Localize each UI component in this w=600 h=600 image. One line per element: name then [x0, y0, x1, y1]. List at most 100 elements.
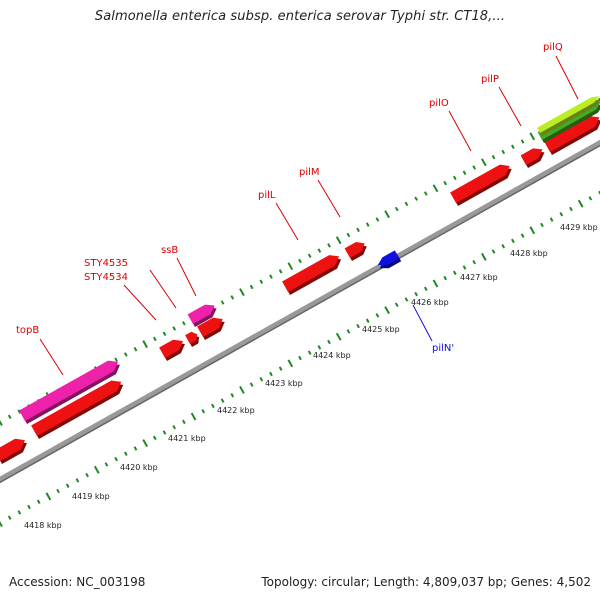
outer-ruler-tick	[394, 206, 399, 212]
outer-ruler-tick	[423, 191, 428, 196]
gene-label-text: ssB	[161, 245, 178, 256]
outer-ruler-tick	[501, 149, 506, 155]
scale-label: 4419 kbp	[72, 492, 110, 501]
scale-label: 4427 kbp	[460, 273, 498, 282]
inner-ruler-tick	[598, 190, 600, 196]
outer-ruler-tick	[162, 331, 167, 336]
gene-arrow[interactable]	[0, 438, 27, 464]
outer-ruler-tick	[365, 222, 370, 227]
gene-arrow-pilQ-highlight[interactable]	[537, 96, 600, 136]
map-title: Salmonella enterica subsp. enterica sero…	[94, 9, 506, 24]
gene-arrow[interactable]	[197, 317, 225, 340]
inner-ruler-tick	[93, 465, 100, 474]
outer-ruler-tick	[384, 210, 390, 219]
gene-arrow-pilN[interactable]	[377, 250, 402, 269]
gene-arrow-topB[interactable]	[19, 360, 120, 424]
outer-ruler-tick	[142, 340, 148, 349]
inner-ruler-tick	[577, 199, 584, 208]
outer-ruler-tick	[520, 139, 525, 144]
gene-label-pilm[interactable]: pilM	[299, 167, 341, 218]
scale-label: 4422 kbp	[217, 406, 255, 415]
inner-ruler-tick	[162, 430, 167, 435]
inner-ruler-tick	[65, 483, 70, 488]
genome-backbone	[0, 139, 600, 483]
inner-ruler-tick	[190, 412, 197, 421]
scale-labels: 4418 kbp 4419 kbp 4420 kbp 4421 kbp 4422 kbp…	[24, 223, 598, 530]
gene-label-sty4535[interactable]: STY4535	[84, 258, 177, 309]
gene-arrow[interactable]	[282, 255, 342, 295]
outer-ruler-tick	[0, 419, 3, 426]
inner-ruler-tick	[335, 332, 342, 341]
outer-ruler-tick	[375, 217, 380, 222]
gene-labels: topB STY4534 STY4535 ssB pilL pilM pilO pilP pil…	[16, 42, 579, 376]
gene-label-ssb[interactable]: ssB	[161, 245, 197, 297]
outer-ruler-tick	[529, 132, 536, 141]
gene-label-piln[interactable]: pilN'	[412, 304, 454, 354]
inner-ruler-tick	[17, 510, 22, 515]
gene-arrow-ssB[interactable]	[187, 304, 217, 327]
gene-arrow[interactable]	[450, 164, 512, 206]
inner-ruler-tick	[540, 222, 544, 228]
inner-ruler-tick	[414, 291, 418, 297]
inner-ruler-tick	[27, 504, 31, 510]
gene-arrow[interactable]	[185, 331, 200, 347]
inner-ruler-tick	[230, 393, 235, 398]
inner-ruler-tick	[472, 259, 477, 265]
inner-ruler-tick	[85, 472, 89, 478]
inner-ruler-tick	[529, 226, 536, 235]
inner-ruler-tick	[452, 270, 457, 276]
inner-ruler-tick	[220, 398, 225, 403]
inner-ruler-tick	[520, 233, 525, 238]
inner-ruler-tick	[404, 297, 409, 302]
outer-ruler-tick	[346, 232, 351, 238]
inner-ruler-tick	[269, 371, 273, 377]
gene-arrow[interactable]	[159, 339, 185, 361]
outer-ruler-tick	[17, 409, 22, 414]
outer-ruler-tick	[511, 144, 515, 149]
inner-ruler-tick	[317, 345, 322, 350]
inner-ruler-tick	[569, 206, 573, 212]
outer-ruler-tick	[432, 184, 439, 193]
inner-ruler-tick	[327, 339, 331, 345]
outer-ruler-tick	[481, 158, 487, 167]
outer-ruler-tick	[278, 269, 283, 274]
gene-arrow[interactable]	[544, 116, 600, 155]
outer-ruler-tick	[443, 180, 448, 186]
scale-label: 4428 kbp	[510, 249, 548, 258]
inner-ruler-tick	[182, 419, 186, 425]
scale-label: 4424 kbp	[313, 351, 351, 360]
inner-ruler-tick	[287, 359, 294, 368]
inner-ruler-tick	[45, 492, 52, 501]
gene-arrow[interactable]	[520, 148, 545, 168]
scale-label: 4425 kbp	[362, 325, 400, 334]
inner-ruler-tick	[172, 424, 177, 430]
gene-label-text: pilQ	[543, 42, 563, 53]
inner-ruler-tick	[394, 302, 399, 308]
gene-label-topb[interactable]: topB	[16, 325, 64, 376]
gene-label-pilo[interactable]: pilO	[429, 98, 472, 152]
outer-ruler-tick	[404, 201, 409, 207]
inner-ruler-tick	[432, 279, 439, 288]
inner-ruler-tick	[462, 265, 467, 270]
inner-ruler-tick	[559, 212, 564, 217]
gene-label-pilq[interactable]: pilQ	[543, 42, 579, 100]
outer-ruler-tick	[133, 347, 138, 352]
outer-ruler-tick	[230, 295, 235, 300]
inner-ruler-tick	[239, 385, 245, 394]
scale-label: 4423 kbp	[265, 379, 303, 388]
inner-ruler-tick	[123, 451, 128, 457]
outer-ruler-tick	[220, 300, 225, 305]
inner-ruler-tick	[249, 382, 254, 387]
gene-label-pill[interactable]: pilL	[258, 190, 299, 241]
gene-arrow[interactable]	[344, 242, 367, 261]
outer-ruler-tick	[462, 170, 467, 175]
gene-label-sty4534[interactable]: STY4534	[84, 272, 157, 321]
inner-ruler-tick	[511, 238, 515, 244]
outer-ruler-tick	[172, 326, 177, 331]
inner-ruler-tick	[152, 435, 157, 441]
gene-label-pilp[interactable]: pilP	[481, 74, 522, 127]
inner-ruler-tick	[0, 520, 3, 527]
gene-arrow[interactable]	[31, 380, 124, 439]
inner-ruler-tick	[104, 462, 109, 467]
